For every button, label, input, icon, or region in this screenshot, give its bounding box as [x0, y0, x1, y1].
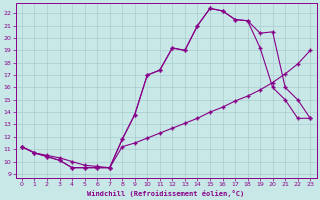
X-axis label: Windchill (Refroidissement éolien,°C): Windchill (Refroidissement éolien,°C)	[87, 190, 245, 197]
